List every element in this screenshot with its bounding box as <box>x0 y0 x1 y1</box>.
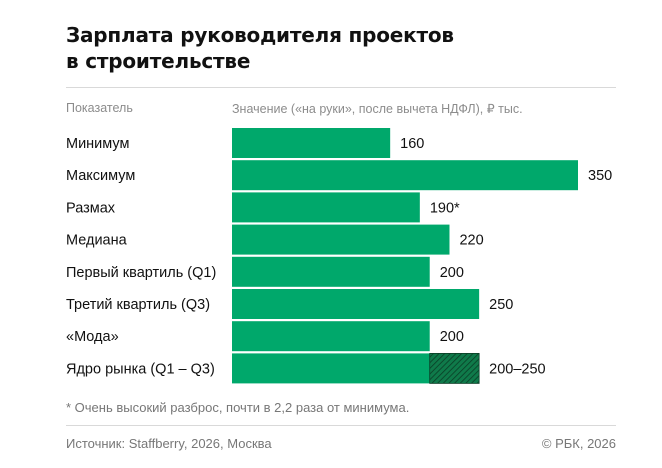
bar <box>232 128 391 158</box>
bar <box>232 256 430 287</box>
category-label: Максимум <box>66 168 135 184</box>
footnote: * Очень высокий разброс, почти в 2,2 раз… <box>66 400 410 415</box>
category-label: Размах <box>66 200 116 216</box>
category-label: Ядро рынка (Q1 – Q3) <box>66 361 215 377</box>
category-label: Минимум <box>66 136 129 152</box>
value-label: 250 <box>489 297 513 313</box>
chart-title: Зарплата руководителя проектов в строите… <box>66 22 454 74</box>
bar <box>232 160 578 191</box>
chart-title-line-2: в строительстве <box>66 49 251 73</box>
value-label: 200–250 <box>489 361 545 377</box>
category-label: Третий квартиль (Q3) <box>66 297 210 313</box>
column-header-value: Значение («на руки», после вычета НДФЛ),… <box>232 102 523 116</box>
value-label: 160 <box>400 136 424 152</box>
column-header-indicator: Показатель <box>66 101 133 115</box>
category-label: Медиана <box>66 233 128 249</box>
chart-title-line-1: Зарплата руководителя проектов <box>66 23 454 47</box>
bar <box>232 353 430 384</box>
bottom-divider <box>66 425 616 426</box>
category-label: Первый квартиль (Q1) <box>66 265 216 281</box>
bar <box>232 224 450 255</box>
value-label: 200 <box>440 265 464 281</box>
bar <box>232 321 430 352</box>
category-label: «Мода» <box>66 329 119 345</box>
value-label: 190* <box>430 200 460 216</box>
copyright-text: © РБК, 2026 <box>541 436 616 451</box>
range-bar <box>429 352 480 384</box>
source-text: Источник: Staffberry, 2026, Москва <box>66 436 272 451</box>
value-label: 220 <box>459 233 483 249</box>
bar <box>232 192 420 223</box>
bars-layer: Минимум 160 Максимум 350 Размах 190* Медиана 22… <box>66 128 612 384</box>
value-label: 200 <box>440 329 464 345</box>
bar <box>232 289 480 319</box>
top-divider <box>66 87 616 88</box>
value-label: 350 <box>588 168 612 184</box>
